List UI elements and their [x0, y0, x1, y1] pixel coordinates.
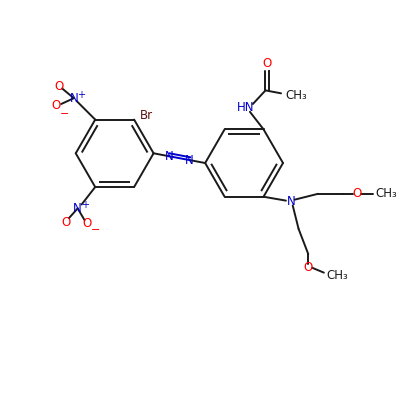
Text: −: −	[59, 109, 69, 119]
Text: O: O	[352, 187, 362, 200]
Text: O: O	[263, 57, 272, 70]
Text: N: N	[185, 154, 194, 167]
Text: CH₃: CH₃	[375, 187, 397, 200]
Text: CH₃: CH₃	[327, 269, 348, 282]
Text: N: N	[70, 92, 78, 105]
Text: N: N	[165, 150, 174, 163]
Text: +: +	[82, 200, 90, 210]
Text: O: O	[83, 218, 92, 230]
Text: N: N	[286, 195, 295, 208]
Text: O: O	[52, 100, 61, 112]
Text: +: +	[77, 90, 85, 100]
Text: −: −	[90, 225, 100, 235]
Text: Br: Br	[140, 109, 153, 122]
Text: O: O	[54, 80, 64, 93]
Text: N: N	[73, 202, 82, 215]
Text: O: O	[61, 216, 71, 228]
Text: O: O	[304, 261, 313, 274]
Text: HN: HN	[237, 102, 255, 114]
Text: CH₃: CH₃	[286, 89, 308, 102]
